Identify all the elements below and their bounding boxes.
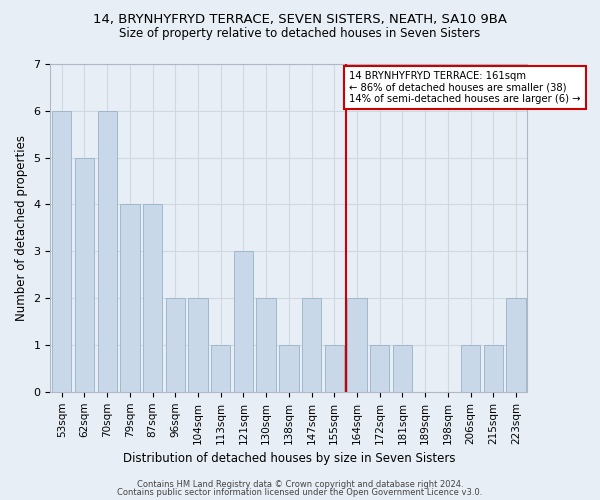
Bar: [347, 298, 367, 392]
Y-axis label: Number of detached properties: Number of detached properties: [15, 135, 28, 321]
Bar: [370, 345, 389, 392]
Text: 14, BRYNHYFRYD TERRACE, SEVEN SISTERS, NEATH, SA10 9BA: 14, BRYNHYFRYD TERRACE, SEVEN SISTERS, N…: [93, 12, 507, 26]
Bar: [461, 345, 480, 392]
Bar: [484, 345, 503, 392]
Bar: [211, 345, 230, 392]
Bar: [52, 111, 71, 392]
Text: Contains HM Land Registry data © Crown copyright and database right 2024.: Contains HM Land Registry data © Crown c…: [137, 480, 463, 489]
Bar: [234, 252, 253, 392]
Bar: [75, 158, 94, 392]
Bar: [506, 298, 526, 392]
Bar: [279, 345, 299, 392]
Bar: [302, 298, 321, 392]
Text: Contains public sector information licensed under the Open Government Licence v3: Contains public sector information licen…: [118, 488, 482, 497]
Bar: [393, 345, 412, 392]
Bar: [188, 298, 208, 392]
Text: Size of property relative to detached houses in Seven Sisters: Size of property relative to detached ho…: [119, 28, 481, 40]
Bar: [98, 111, 117, 392]
X-axis label: Distribution of detached houses by size in Seven Sisters: Distribution of detached houses by size …: [122, 452, 455, 465]
Bar: [143, 204, 162, 392]
Bar: [256, 298, 276, 392]
Bar: [120, 204, 140, 392]
Bar: [325, 345, 344, 392]
Bar: [166, 298, 185, 392]
Text: 14 BRYNHYFRYD TERRACE: 161sqm
← 86% of detached houses are smaller (38)
14% of s: 14 BRYNHYFRYD TERRACE: 161sqm ← 86% of d…: [349, 71, 581, 104]
